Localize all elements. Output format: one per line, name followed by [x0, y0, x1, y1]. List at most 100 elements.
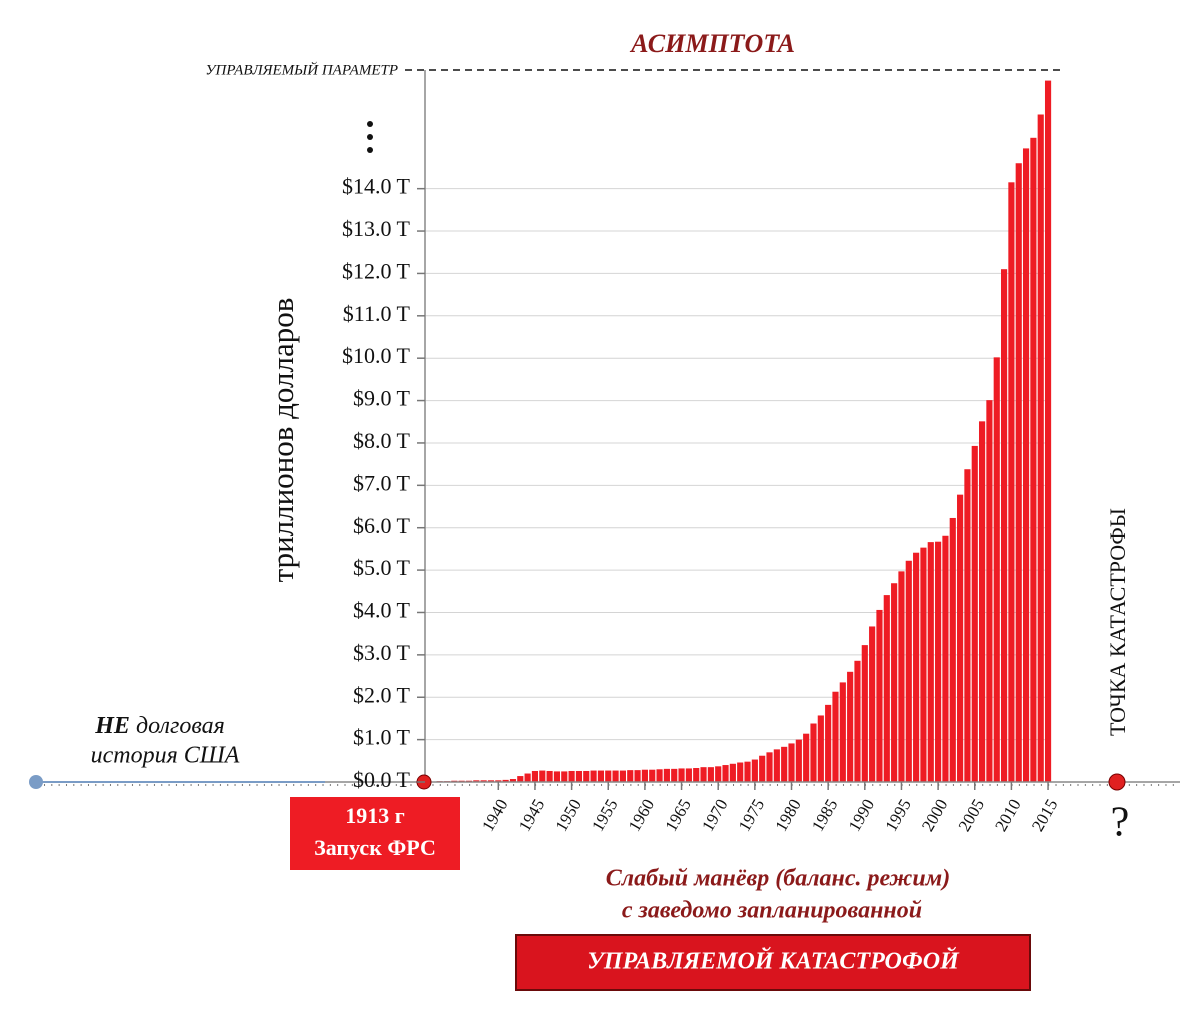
bar — [575, 770, 583, 782]
bar — [847, 671, 854, 782]
bar — [913, 552, 920, 782]
bar — [825, 704, 832, 782]
bar — [517, 776, 524, 782]
fed-box — [290, 797, 460, 870]
not-debt-2: история США — [91, 743, 240, 769]
bars — [436, 80, 1052, 783]
bar — [619, 770, 626, 782]
bar — [898, 571, 905, 782]
y-tick-label: $7.0 T — [353, 470, 411, 495]
bar — [1044, 80, 1052, 783]
y-axis-label: триллионов долларов — [265, 298, 300, 583]
bar — [553, 771, 561, 782]
x-tick-label: 1985 — [808, 796, 841, 835]
bar — [473, 780, 480, 782]
y-tick-label: $1.0 T — [353, 725, 411, 750]
bar — [949, 517, 956, 782]
x-tick-label: 1965 — [661, 796, 694, 835]
y-tick-label: $9.0 T — [353, 386, 411, 411]
bar — [876, 609, 883, 782]
bar — [971, 445, 978, 782]
bar — [781, 746, 788, 782]
y-tick-label: $2.0 T — [353, 682, 411, 707]
bar — [803, 733, 810, 782]
y-tick-label: $5.0 T — [353, 555, 411, 580]
bar — [671, 768, 678, 782]
y-tick-label: $13.0 T — [342, 216, 411, 241]
bar — [993, 357, 1000, 782]
bar — [759, 755, 766, 782]
bar — [693, 768, 700, 782]
bar — [583, 770, 590, 782]
bar — [597, 770, 605, 782]
bar — [766, 752, 773, 782]
bar — [920, 547, 927, 782]
not-debt-1: долговая — [136, 713, 225, 739]
bar — [495, 780, 502, 782]
bar — [1000, 269, 1008, 782]
x-tick-label: 1980 — [771, 796, 804, 835]
minor-ticks — [35, 782, 1180, 786]
bar — [590, 770, 597, 782]
bar — [641, 769, 648, 782]
caption-1: Слабый манёвр (баланс. режим) — [606, 866, 950, 892]
bar — [744, 761, 751, 782]
bar — [568, 770, 575, 782]
bar — [612, 770, 619, 782]
bar — [861, 645, 868, 782]
y-tick-label: $6.0 T — [353, 513, 411, 538]
x-tick-label: 2010 — [991, 796, 1024, 835]
chart-title: АСИМПТОТА — [629, 29, 795, 58]
parameter-label: УПРАВЛЯЕМЫЙ ПАРАМЕТР — [205, 61, 398, 78]
x-tick-label: 1955 — [588, 796, 621, 835]
x-tick-label: 1975 — [735, 796, 768, 835]
bar — [773, 749, 780, 782]
bar — [524, 773, 531, 782]
x-tick-label: 1990 — [845, 796, 878, 835]
bar — [722, 765, 729, 782]
bar — [627, 770, 634, 782]
bar — [656, 769, 663, 782]
bar — [1015, 163, 1022, 782]
catastrophe-label: ТОЧКА КАТАСТРОФЫ — [1105, 508, 1130, 736]
axis-break — [367, 147, 373, 153]
y-tick-label: $10.0 T — [342, 343, 411, 368]
fed-year: 1913 г — [345, 803, 405, 828]
bar — [839, 682, 846, 782]
bar — [531, 770, 539, 782]
bar — [1008, 182, 1015, 783]
y-tick-label: $8.0 T — [353, 428, 411, 453]
bar — [942, 535, 949, 782]
y-tick-label: $3.0 T — [353, 640, 411, 665]
bar — [986, 400, 993, 782]
bar — [1037, 114, 1044, 782]
bar — [1030, 137, 1037, 783]
bar — [964, 469, 971, 782]
x-tick-label: 1940 — [478, 796, 511, 835]
bar — [663, 768, 670, 782]
not-debt-bold: НЕ — [94, 713, 130, 739]
bar — [788, 743, 795, 782]
bar — [700, 767, 707, 782]
y-tick-label: $12.0 T — [342, 258, 411, 283]
caption-2: с заведомо запланированной — [622, 898, 922, 924]
bar — [539, 770, 546, 782]
y-tick-label: $4.0 T — [353, 598, 411, 623]
x-tick-label: 2000 — [918, 796, 951, 835]
bar — [605, 770, 612, 782]
bar — [685, 768, 692, 782]
bar — [480, 780, 487, 782]
x-tick-label: 1945 — [515, 796, 548, 835]
bar — [649, 769, 656, 782]
grid — [425, 188, 1050, 783]
fed-event: Запуск ФРС — [314, 835, 436, 860]
bar — [869, 626, 876, 782]
bar — [927, 542, 934, 782]
x-tick-label: 1950 — [551, 796, 584, 835]
bar — [1022, 148, 1030, 782]
axis-break — [367, 134, 373, 140]
y-tick-label: $14.0 T — [342, 174, 411, 199]
y-tick-label: $11.0 T — [343, 301, 411, 326]
caption-box — [515, 934, 1031, 991]
